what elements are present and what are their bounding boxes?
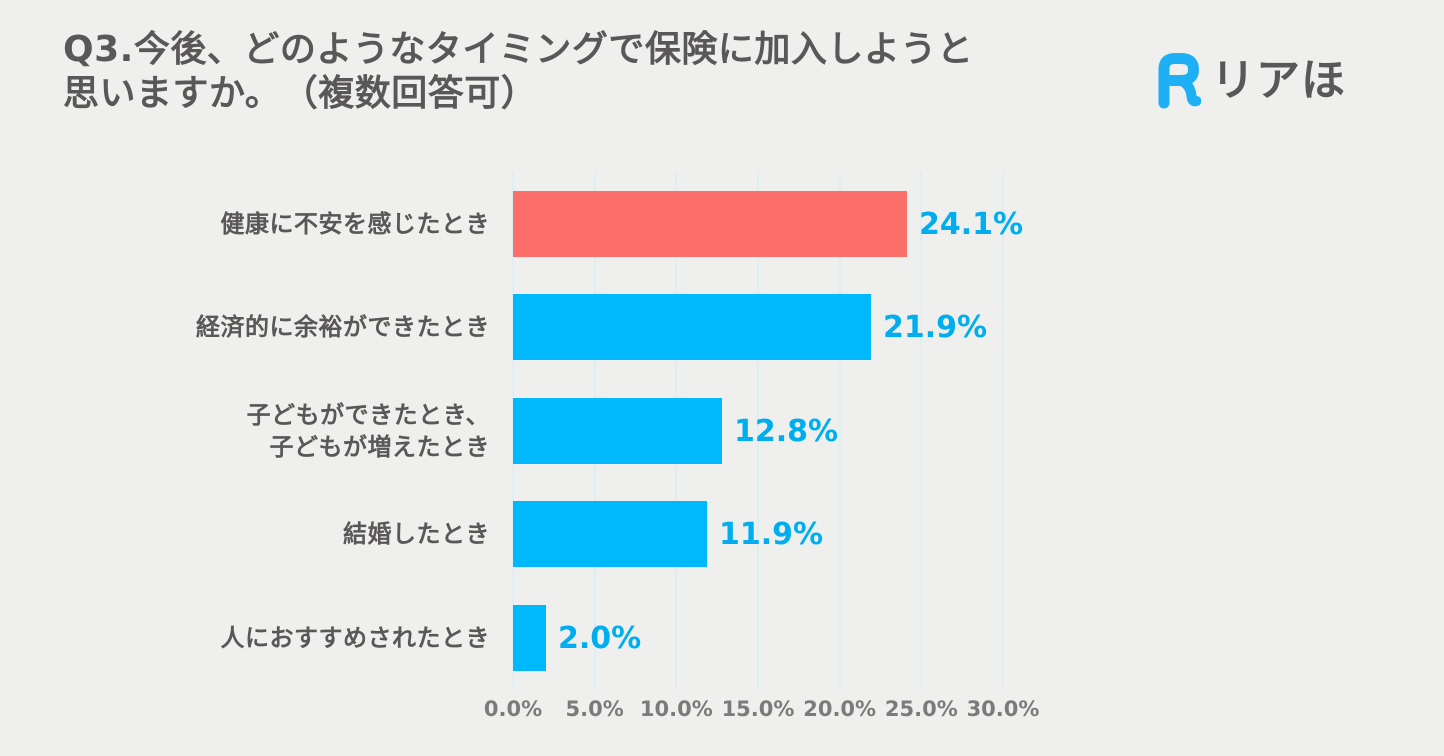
bar xyxy=(513,191,907,257)
gridline xyxy=(920,172,923,690)
x-tick-label: 0.0% xyxy=(483,697,543,721)
x-tick-label: 10.0% xyxy=(639,697,713,721)
category-label: 子どもができたとき、 子どもが増えたとき xyxy=(246,401,490,461)
bar xyxy=(513,605,546,671)
bar-row: 11.9% xyxy=(513,501,1413,567)
brand-r-icon xyxy=(1155,52,1201,110)
bar xyxy=(513,294,871,360)
brand-logo-text: リアほ xyxy=(1211,55,1346,106)
value-label: 24.1% xyxy=(919,206,1024,242)
bar xyxy=(513,398,722,464)
bar-row: 2.0% xyxy=(513,605,1413,671)
x-tick-label: 25.0% xyxy=(884,697,958,721)
bar-row: 12.8% xyxy=(513,398,1413,464)
value-label: 21.9% xyxy=(883,309,988,345)
gridline xyxy=(838,172,841,690)
value-label: 11.9% xyxy=(719,516,824,552)
bar-row: 24.1% xyxy=(513,191,1413,257)
bar xyxy=(513,501,707,567)
bar-row: 21.9% xyxy=(513,294,1413,360)
x-tick-label: 15.0% xyxy=(721,697,795,721)
page-title: Q3.今後、どのようなタイミングで保険に加入しようと 思いますか。 （複数回答可… xyxy=(63,29,974,114)
gridline xyxy=(1002,172,1004,690)
x-tick-label: 30.0% xyxy=(966,697,1040,721)
gridline xyxy=(757,172,759,690)
brand-logo: リアほ xyxy=(1155,52,1346,110)
value-label: 2.0% xyxy=(558,620,642,656)
value-label: 12.8% xyxy=(734,413,839,449)
x-axis: 0.0% 5.0% 10.0% 15.0% 20.0% 25.0% 30.0% xyxy=(484,697,1040,723)
x-tick-label: 20.0% xyxy=(803,697,877,721)
plot-area: 24.1% 21.9% 12.8% 11.9% 2.0% xyxy=(512,172,1023,690)
category-label: 人におすすめされたとき xyxy=(220,624,490,652)
category-label: 結婚したとき xyxy=(343,520,490,548)
x-tick-label: 5.0% xyxy=(565,697,624,721)
category-label: 健康に不安を感じたとき xyxy=(220,210,490,238)
category-label: 経済的に余裕ができたとき xyxy=(196,313,490,341)
